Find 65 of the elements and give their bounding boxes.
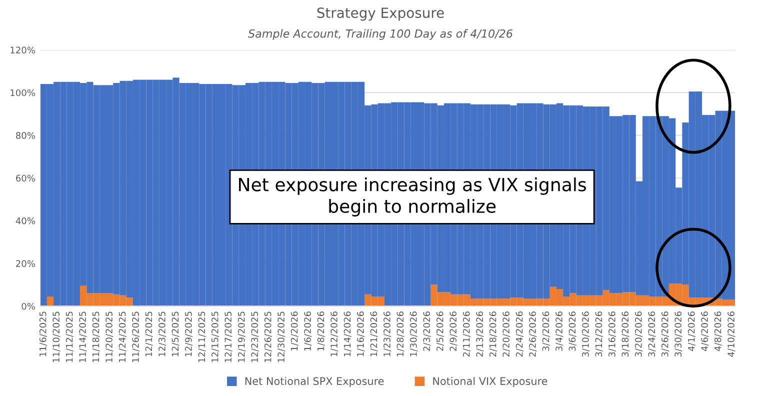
- x-tick-label: 3/18/2026: [622, 312, 630, 357]
- y-tick-label: 60%: [16, 174, 35, 182]
- x-tick-label: 11/20/2025: [106, 312, 114, 362]
- x-tick-label: 3/10/2026: [582, 312, 590, 357]
- legend-label: Notional VIX Exposure: [433, 376, 548, 388]
- x-tick-label: 3/26/2026: [661, 312, 669, 357]
- x-tick-label: 4/10/2026: [728, 312, 736, 357]
- x-tick-label: 11/10/2025: [52, 312, 60, 362]
- x-tick-label: 1/14/2026: [344, 312, 352, 356]
- chart-title: Strategy Exposure: [317, 8, 444, 21]
- x-tick-label: 1/30/2026: [410, 312, 418, 356]
- x-tick-label: 12/26/2025: [264, 312, 272, 362]
- x-tick-label: 1/23/2026: [384, 312, 392, 356]
- x-tick-label: 4/8/2026: [714, 312, 722, 352]
- x-tick-label: 2/20/2026: [502, 312, 510, 357]
- y-tick-label: 80%: [16, 132, 35, 139]
- y-tick-label: 0%: [22, 302, 35, 310]
- y-tick-label: 100%: [10, 89, 35, 96]
- x-tick-label: 2/9/2026: [450, 312, 458, 351]
- x-tick-label: 3/2/2026: [542, 312, 550, 351]
- chart-subtitle: Sample Account, Trailing 100 Day as of 4/10/26: [248, 29, 512, 40]
- x-tick-label: 12/9/2025: [185, 312, 193, 356]
- x-tick-label: 2/24/2026: [516, 312, 524, 357]
- y-tick-label: 120%: [10, 46, 35, 54]
- x-tick-label: 12/15/2025: [211, 312, 220, 362]
- y-tick-label: 40%: [16, 217, 35, 224]
- x-tick-label: 11/12/2025: [66, 312, 74, 362]
- x-tick-label: 4/1/2026: [688, 312, 696, 352]
- x-tick-label: 2/26/2026: [529, 312, 537, 357]
- x-tick-label: 12/30/2025: [278, 312, 286, 362]
- x-tick-label: 11/24/2025: [118, 312, 126, 362]
- x-tick-label: 1/12/2026: [330, 312, 338, 356]
- x-tick-label: 1/21/2026: [370, 312, 378, 356]
- x-tick-label: 3/20/2026: [634, 312, 643, 357]
- x-tick-label: 2/3/2026: [423, 312, 431, 351]
- x-tick-label: 12/19/2025: [238, 312, 246, 362]
- x-tick-label: 1/2/2026: [290, 312, 298, 351]
- x-tick-label: 2/11/2026: [462, 312, 470, 357]
- x-tick-label: 2/13/2026: [476, 312, 484, 357]
- x-tick-label: 12/17/2025: [224, 312, 232, 362]
- x-tick-label: 2/18/2026: [489, 312, 497, 357]
- x-tick-label: 3/16/2026: [608, 312, 616, 357]
- x-tick-label: 1/28/2026: [396, 312, 404, 356]
- x-tick-label: 11/18/2025: [92, 312, 100, 362]
- x-tick-label: 3/24/2026: [648, 312, 656, 357]
- x-tick-label: 12/3/2025: [158, 312, 166, 356]
- x-tick-label: 4/6/2026: [701, 312, 709, 352]
- y-tick-label: 20%: [16, 260, 35, 267]
- legend-label: Net Notional SPX Exposure: [245, 376, 384, 388]
- x-tick-label: 12/23/2025: [251, 312, 259, 362]
- x-tick-label: 3/12/2026: [595, 312, 603, 357]
- x-tick-label: 2/5/2026: [436, 312, 444, 351]
- x-tick-label: 3/6/2026: [568, 312, 576, 351]
- x-tick-label: 1/8/2026: [317, 312, 325, 351]
- x-tick-label: 1/6/2026: [304, 312, 312, 351]
- x-tick-label: 12/1/2025: [145, 312, 153, 356]
- x-tick-label: 3/30/2026: [674, 312, 682, 357]
- x-tick-label: 12/5/2025: [172, 312, 180, 356]
- x-tick-label: 1/16/2026: [357, 312, 365, 356]
- x-tick-label: 3/4/2026: [556, 312, 564, 351]
- x-tick-label: 12/11/2025: [198, 312, 206, 362]
- x-tick-label: 11/6/2025: [39, 312, 47, 356]
- annotation: Net exposure increasing as VIX signals begin to normalize: [239, 177, 586, 216]
- x-tick-label: 11/26/2025: [132, 312, 140, 362]
- x-tick-label: 11/14/2025: [79, 312, 87, 362]
